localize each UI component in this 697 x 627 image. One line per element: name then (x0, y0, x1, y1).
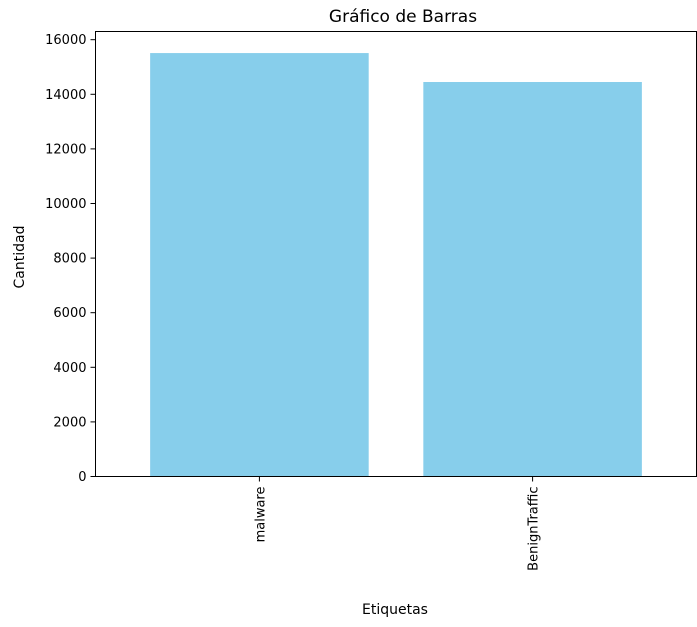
y-tick-label: 10000 (45, 197, 86, 212)
x-axis-ticks: malware BenignTraffic (253, 476, 542, 571)
bar-benigntraffic (423, 82, 642, 477)
y-tick-label: 6000 (53, 306, 86, 321)
bar-malware (150, 53, 369, 477)
x-tick-label-malware: malware (253, 487, 268, 543)
chart-title: Gráfico de Barras (329, 7, 477, 27)
y-tick-label: 4000 (53, 361, 86, 376)
x-tick-label-benigntraffic: BenignTraffic (527, 487, 542, 571)
y-tick-label: 0 (78, 470, 86, 485)
y-tick-label: 2000 (53, 415, 86, 430)
bars-group (150, 53, 642, 477)
y-axis-label: Cantidad (12, 226, 28, 289)
y-tick-label: 12000 (45, 142, 86, 157)
x-axis-label: Etiquetas (362, 602, 428, 618)
y-axis-ticks: 0 2000 4000 6000 8000 10000 12000 14000 16000 (45, 33, 96, 485)
y-tick-label: 14000 (45, 88, 86, 103)
y-tick-label: 16000 (45, 33, 86, 48)
y-tick-label: 8000 (53, 252, 86, 267)
